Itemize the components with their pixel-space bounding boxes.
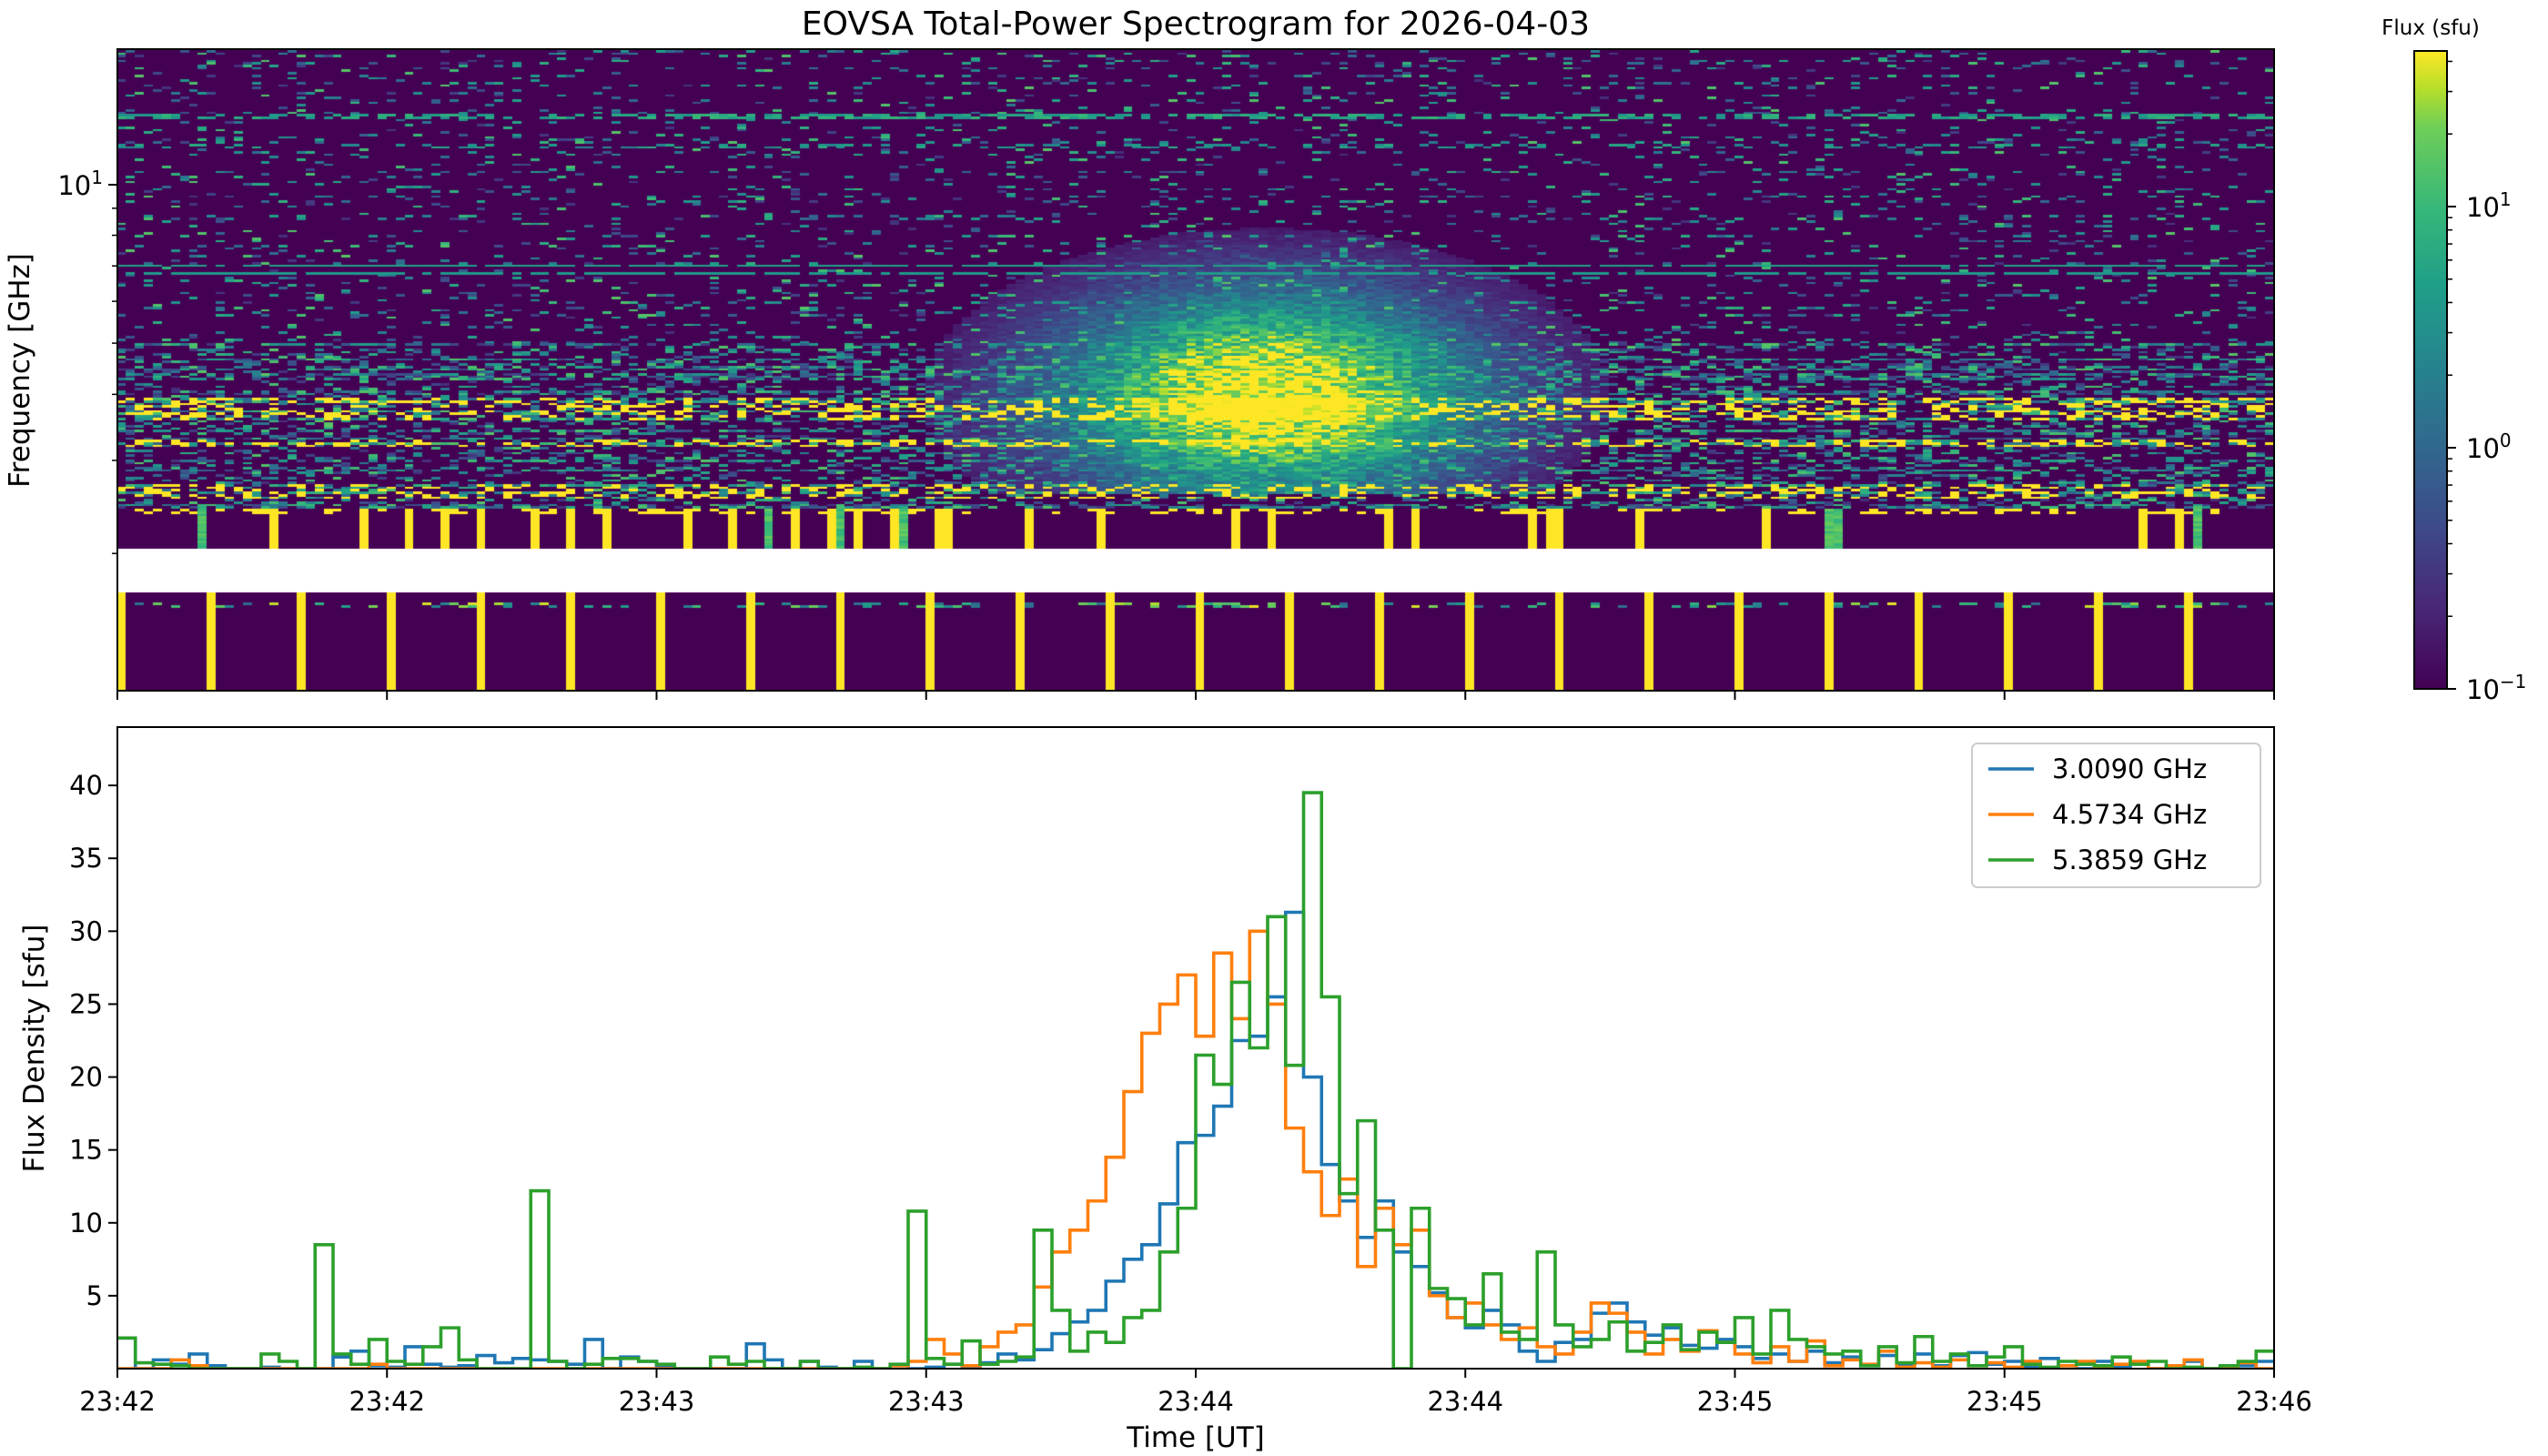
xtick-label: 23:43 <box>619 1386 695 1417</box>
series-line-53859 <box>117 791 2274 1369</box>
legend-box <box>1971 743 2261 888</box>
colorbar-minor-ticks <box>2447 60 2452 617</box>
time-axis-label: Time [UT] <box>1126 1421 1265 1454</box>
ytick-label: 15 <box>69 1135 103 1166</box>
spectrogram-axes: 101 Frequency [GHz] <box>4 48 2275 700</box>
spectrogram-xticks <box>116 691 2275 700</box>
spectrogram-heatmap <box>117 49 2274 691</box>
spectrogram-frame <box>116 48 2275 692</box>
ytick-label: 10 <box>69 1208 103 1239</box>
ytick-label: 35 <box>69 843 103 874</box>
legend-item: 3.0090 GHz <box>1988 753 2207 784</box>
colorbar-label: Flux (sfu) <box>2381 16 2480 40</box>
xtick-label: 23:46 <box>2236 1386 2312 1417</box>
xtick-label: 23:42 <box>79 1386 156 1417</box>
flux-axis-label: Flux Density [sfu] <box>18 925 51 1173</box>
series-line-30090 <box>117 910 2274 1369</box>
ytick-label: 30 <box>69 915 103 946</box>
colorbar-tick-0.1: 10−1 <box>2466 671 2526 705</box>
legend-item: 5.3859 GHz <box>1988 844 2207 875</box>
lightcurve-frame <box>116 726 2275 1370</box>
xtick-label: 23:45 <box>1697 1386 1774 1417</box>
colorbar-gradient <box>2413 50 2448 690</box>
legend-label: 3.0090 GHz <box>2052 753 2207 784</box>
legend-item: 4.5734 GHz <box>1988 799 2207 830</box>
legend-label: 4.5734 GHz <box>2052 799 2207 830</box>
colorbar-tick-1: 100 <box>2466 430 2512 464</box>
legend: 3.0090 GHz 4.5734 GHz 5.3859 GHz <box>1971 743 2261 888</box>
frequency-axis-label: Frequency [GHz] <box>4 253 36 488</box>
xtick-label: 23:44 <box>1158 1386 1234 1417</box>
ytick-label: 5 <box>86 1280 103 1311</box>
lightcurve-series <box>117 791 2274 1369</box>
frequency-minor-ticks <box>112 207 117 554</box>
colorbar-tick-10: 101 <box>2466 188 2512 223</box>
ytick-label-10: 101 <box>57 167 103 201</box>
xtick-label: 23:42 <box>349 1386 425 1417</box>
colorbar: Flux (sfu) 101 100 10−1 <box>2381 16 2526 705</box>
ytick-label: 25 <box>69 988 103 1019</box>
xtick-label: 23:45 <box>1967 1386 2043 1417</box>
flux-yticks: 5 10 15 20 25 30 35 40 <box>69 770 117 1311</box>
xtick-label: 23:44 <box>1427 1386 1503 1417</box>
time-xticks: 23:42 23:42 23:43 23:43 23:44 23:44 23:45 23:45… <box>79 1369 2312 1417</box>
xtick-label: 23:43 <box>888 1386 965 1417</box>
ytick-label: 40 <box>69 770 103 801</box>
ytick-label: 20 <box>69 1062 103 1093</box>
legend-label: 5.3859 GHz <box>2052 844 2207 875</box>
spectrogram-title: EOVSA Total-Power Spectrogram for 2026-0… <box>802 5 1590 43</box>
